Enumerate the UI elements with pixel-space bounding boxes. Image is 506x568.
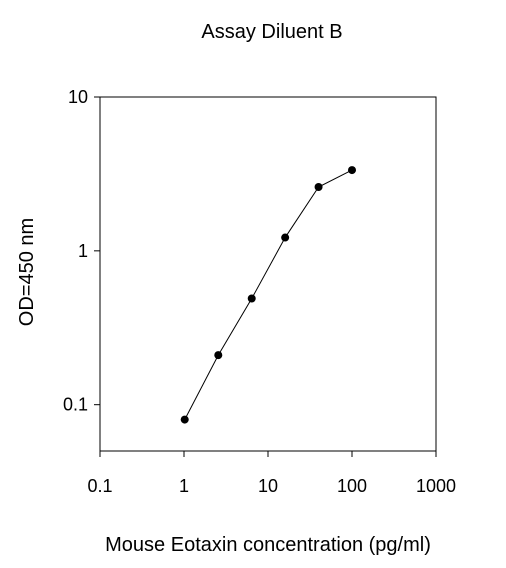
y-axis: 0.1 1 10 xyxy=(63,87,100,415)
x-tick-label: 0.1 xyxy=(87,476,112,496)
x-axis-label: Mouse Eotaxin concentration (pg/ml) xyxy=(105,534,431,556)
series-line xyxy=(184,169,353,420)
x-axis: 0.1 1 10 100 1000 xyxy=(87,451,456,496)
data-point xyxy=(348,166,356,175)
chart-title: Assay Diluent B xyxy=(201,21,342,43)
x-tick-label: 1000 xyxy=(416,476,456,496)
data-point xyxy=(314,183,323,192)
y-axis-label: OD=450 nm xyxy=(16,218,38,326)
y-tick-label: 0.1 xyxy=(63,395,88,415)
data-point xyxy=(214,351,223,360)
data-point xyxy=(281,233,290,242)
series-layer xyxy=(180,166,356,424)
x-tick-label: 10 xyxy=(258,476,278,496)
x-tick-label: 100 xyxy=(337,476,367,496)
x-tick-label: 1 xyxy=(179,476,189,496)
plot-frame xyxy=(99,96,437,452)
data-point xyxy=(180,415,189,424)
data-point xyxy=(247,294,256,303)
y-tick-label: 10 xyxy=(68,87,88,107)
y-tick-label: 1 xyxy=(78,241,88,261)
